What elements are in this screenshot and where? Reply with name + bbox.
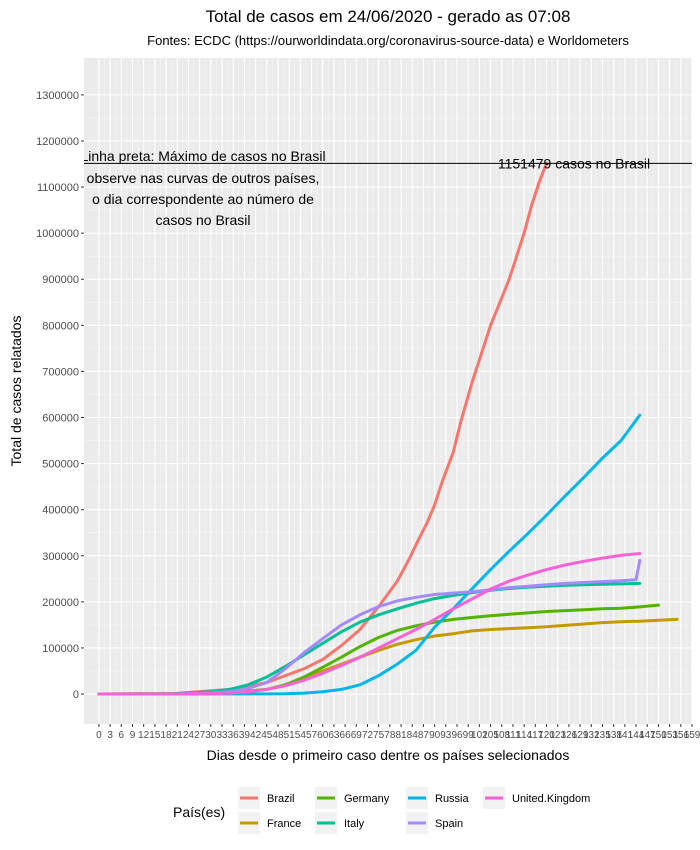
- x-tick-label: 105: [482, 730, 499, 741]
- y-tick-label: 300000: [42, 551, 79, 563]
- y-tick-label: 1000000: [36, 228, 79, 240]
- x-tick-label: 138: [605, 730, 622, 741]
- legend-label: Brazil: [267, 793, 295, 805]
- x-tick-label: 27: [194, 730, 206, 741]
- legend-label: Italy: [344, 818, 365, 830]
- y-tick-label: 0: [73, 689, 79, 701]
- x-tick-label: 144: [628, 730, 645, 741]
- series-line-spain: [97, 558, 642, 696]
- x-tick-label: 120: [538, 730, 555, 741]
- y-axis-title: Total de casos relatados: [8, 316, 24, 467]
- y-tick-label: 1200000: [36, 136, 79, 148]
- annotation-group: 1151479 casos no Brasil Linha preta: Máx…: [80, 148, 650, 228]
- x-tick-label: 9: [130, 730, 136, 741]
- grid-minor: [84, 58, 692, 724]
- legend-label: Spain: [435, 818, 463, 830]
- y-tick-label: 600000: [42, 413, 79, 425]
- x-tick-label: 21: [172, 730, 184, 741]
- x-tick-label: 81: [395, 730, 407, 741]
- chart-subtitle: Fontes: ECDC (https://ourworldindata.org…: [147, 33, 629, 48]
- x-tick-label: 102: [471, 730, 488, 741]
- x-tick-label: 108: [493, 730, 510, 741]
- annotation-line-2: observe nas curvas de outros países,: [87, 170, 320, 186]
- x-tick-label: 45: [261, 730, 273, 741]
- y-tick-label: 500000: [42, 459, 79, 471]
- x-tick-label: 123: [549, 730, 566, 741]
- x-tick-label: 33: [216, 730, 228, 741]
- annotation-line-4: casos no Brasil: [156, 212, 251, 228]
- x-tick-label: 57: [306, 730, 318, 741]
- series-line-russia: [97, 413, 642, 696]
- y-tick-label: 800000: [42, 320, 79, 332]
- x-tick-label: 6: [119, 730, 125, 741]
- x-tick-label: 15: [149, 730, 161, 741]
- y-axis: 0 100000 200000 300000 400000 500000 600000 700…: [36, 90, 84, 701]
- x-tick-label: 153: [661, 730, 678, 741]
- x-tick-label: 87: [418, 730, 430, 741]
- x-tick-label: 126: [561, 730, 578, 741]
- annotation-line-3: o dia correspondente ao número de: [92, 191, 314, 207]
- chart-title: Total de casos em 24/06/2020 - gerado as…: [206, 7, 571, 26]
- x-tick-label: 3: [107, 730, 113, 741]
- x-tick-label: 69: [351, 730, 363, 741]
- x-tick-label: 150: [650, 730, 667, 741]
- x-axis: 0 3 6 9 12 15 18 21 24 27 30 33 36 39 42 45 48 51 54 57 60 63…: [96, 724, 700, 741]
- x-tick-label: 111: [505, 730, 521, 741]
- x-tick-label: 135: [594, 730, 611, 741]
- x-tick-label: 42: [250, 730, 262, 741]
- x-tick-label: 39: [239, 730, 251, 741]
- x-tick-label: 99: [463, 730, 475, 741]
- annotation-line-1: Linha preta: Máximo de casos no Brasil: [80, 148, 325, 164]
- series-line-italy: [97, 581, 642, 696]
- x-tick-label: 66: [340, 730, 352, 741]
- legend: País(es) Brazil France Germany Italy Russia S…: [173, 787, 590, 834]
- x-tick-label: 60: [317, 730, 329, 741]
- x-tick-label: 72: [362, 730, 374, 741]
- x-tick-label: 24: [183, 730, 195, 741]
- y-tick-label: 700000: [42, 366, 79, 378]
- y-tick-label: 900000: [42, 274, 79, 286]
- x-tick-label: 129: [572, 730, 589, 741]
- y-tick-label: 100000: [42, 643, 79, 655]
- x-tick-label: 90: [429, 730, 441, 741]
- y-tick-label: 400000: [42, 505, 79, 517]
- series-line-brazil: [97, 161, 548, 696]
- x-tick-label: 147: [639, 730, 656, 741]
- x-axis-title: Dias desde o primeiro caso dentre os paí…: [207, 747, 570, 763]
- x-tick-label: 93: [440, 730, 452, 741]
- x-tick-label: 84: [407, 730, 419, 741]
- x-tick-label: 117: [527, 730, 543, 741]
- series-line-united-kingdom: [97, 552, 642, 696]
- x-tick-label: 156: [672, 730, 689, 741]
- y-tick-label: 1300000: [36, 90, 79, 102]
- x-tick-label: 78: [384, 730, 396, 741]
- x-tick-label: 12: [138, 730, 150, 741]
- x-tick-label: 30: [205, 730, 217, 741]
- legend-title: País(es): [173, 804, 225, 820]
- x-tick-label: 63: [328, 730, 340, 741]
- brazil-max-label: 1151479 casos no Brasil: [498, 155, 650, 171]
- x-tick-label: 0: [96, 730, 102, 741]
- x-tick-label: 141: [617, 730, 634, 741]
- x-tick-label: 96: [451, 730, 463, 741]
- y-tick-label: 200000: [42, 597, 79, 609]
- legend-label: United.Kingdom: [512, 793, 590, 805]
- x-tick-label: 18: [160, 730, 172, 741]
- legend-label: Germany: [344, 793, 390, 805]
- x-tick-label: 36: [228, 730, 240, 741]
- legend-label: Russia: [435, 793, 470, 805]
- x-tick-label: 132: [583, 730, 600, 741]
- x-tick-label: 75: [373, 730, 385, 741]
- x-tick-label: 159: [684, 730, 700, 741]
- x-tick-label: 114: [516, 730, 532, 741]
- legend-label: France: [267, 818, 301, 830]
- series-layer: [97, 161, 679, 696]
- y-tick-label: 1100000: [37, 182, 79, 194]
- x-tick-label: 48: [272, 730, 284, 741]
- x-tick-label: 51: [284, 730, 296, 741]
- x-tick-label: 54: [295, 730, 307, 741]
